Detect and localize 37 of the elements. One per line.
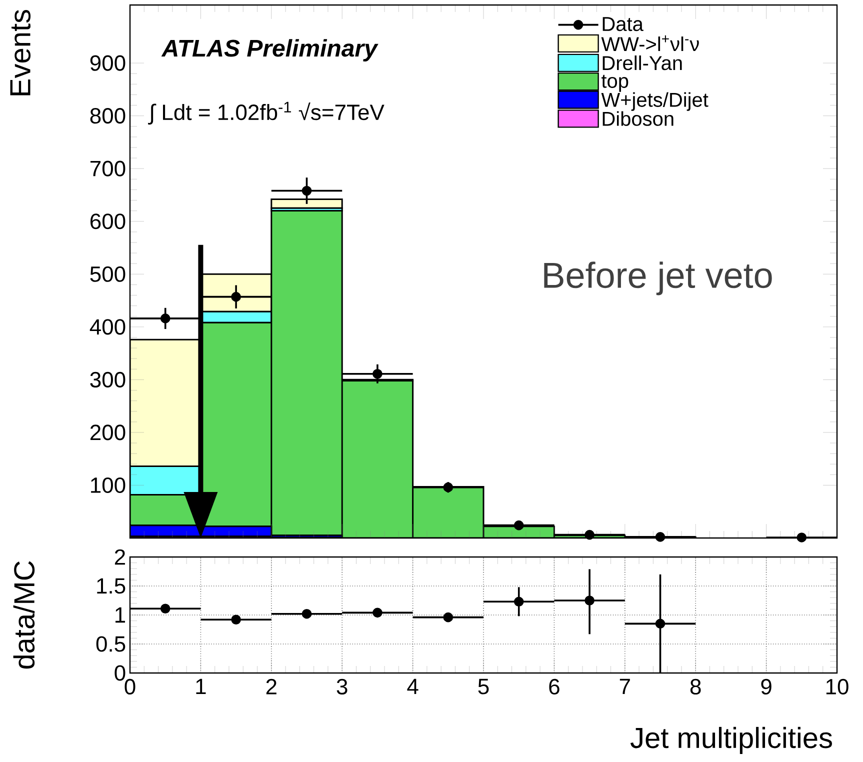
y-tick-label: 300 [90, 372, 126, 388]
x-tick-label: 5 [478, 678, 489, 694]
legend-label: W+jets/Dijet [601, 92, 708, 111]
x-tick-label: 2 [266, 678, 276, 694]
x-tick-label: 3 [336, 678, 348, 694]
x-tick-label: 1 [196, 678, 206, 694]
y-tick-label: 200 [90, 424, 126, 440]
y-tick-label: 2 [114, 549, 125, 565]
y-tick-label: 400 [90, 319, 126, 335]
x-tick-label: 10 [826, 678, 848, 694]
x-tick-label: 4 [407, 678, 418, 694]
y-tick-label: 1.5 [97, 578, 126, 594]
y-tick-label: 800 [90, 108, 126, 124]
y-tick-label: 500 [90, 266, 126, 282]
annotation: ∫ Ldt = 1.02fb$^{-1}$ √s=7TeV [148, 102, 384, 125]
legend-label: Data [602, 17, 644, 32]
y-axis-title: data/MC [13, 561, 35, 669]
y-tick-label: 600 [90, 214, 126, 230]
x-tick-label: 9 [761, 678, 772, 694]
legend-label: WW->l$^{+}$νl$^{-}$ν [601, 35, 699, 51]
x-tick-label: 7 [620, 678, 630, 694]
annotation: Before jet veto [544, 262, 772, 296]
y-tick-label: 0 [114, 665, 126, 681]
annotation: ATLAS Preliminary [161, 39, 378, 62]
legend-label: top [601, 74, 628, 92]
x-tick-label: 0 [124, 678, 136, 694]
y-tick-label: 900 [90, 55, 126, 71]
legend-label: Drell-Yan [602, 55, 682, 70]
legend-label: Diboson [602, 111, 674, 126]
y-tick-label: 700 [90, 160, 126, 176]
y-tick-label: 0.5 [96, 636, 126, 652]
y-axis-title: Events [10, 10, 31, 96]
y-tick-label: 100 [91, 477, 126, 494]
y-tick-label: 1 [116, 607, 125, 623]
x-axis-title: Jet multiplicities [630, 726, 832, 754]
x-tick-label: 6 [549, 678, 560, 694]
x-tick-label: 8 [690, 678, 701, 694]
